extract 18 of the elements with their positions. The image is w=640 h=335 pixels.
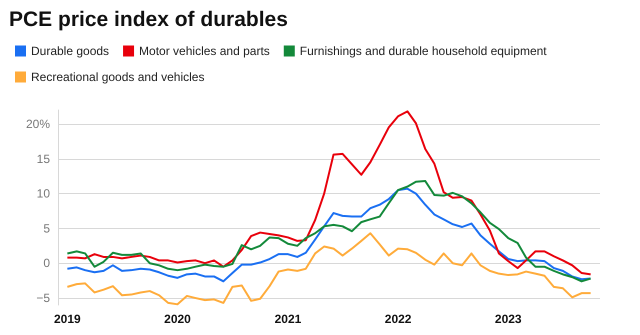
y-tick-label: 20%: [26, 116, 50, 131]
x-tick-label: 2023: [494, 312, 522, 326]
x-tick-label: 2019: [54, 312, 82, 326]
legend-label: Motor vehicles and parts: [139, 44, 270, 58]
legend-label: Durable goods: [31, 44, 110, 58]
y-tick-label: −5: [36, 291, 50, 306]
y-tick-label: 15: [36, 152, 50, 166]
y-tick-label: 0: [43, 256, 50, 270]
y-tick-label: 10: [36, 186, 50, 201]
x-tick-label: 2022: [384, 312, 412, 326]
legend-label: Furnishings and durable household equipment: [300, 44, 548, 58]
x-tick-label: 2021: [274, 312, 302, 326]
chart-title: PCE price index of durables: [9, 8, 288, 31]
x-tick-label: 2020: [164, 312, 192, 326]
line-series: [66, 110, 592, 276]
line-series: [66, 232, 592, 306]
y-tick-label: 5: [43, 221, 50, 236]
legend-label: Recreational goods and vehicles: [31, 70, 204, 84]
